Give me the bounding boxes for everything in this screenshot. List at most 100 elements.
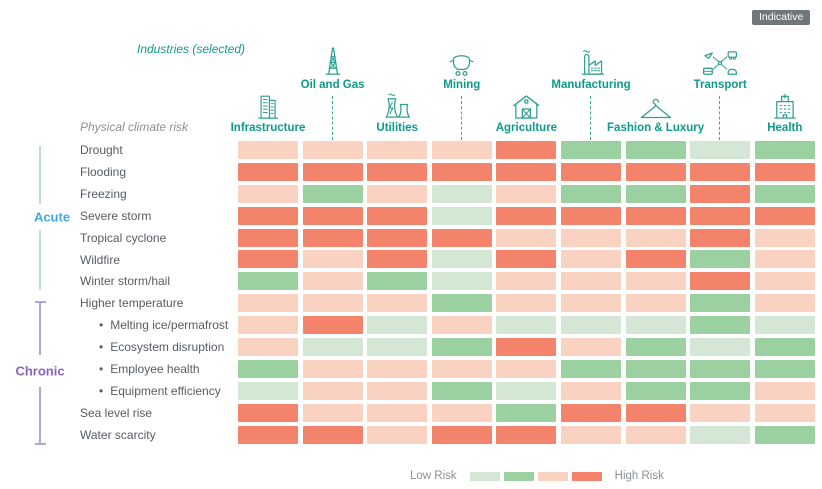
infrastructure-building-icon bbox=[255, 92, 281, 120]
column-header-label: Transport bbox=[693, 79, 747, 91]
risk-cell-equipment-efficiency-transport bbox=[690, 381, 751, 400]
mine-cart-icon bbox=[448, 51, 475, 77]
risk-cell-wildfire-transport bbox=[690, 250, 751, 269]
risk-cell-winter-storm-hail-health bbox=[754, 272, 815, 291]
factory-icon bbox=[576, 48, 606, 77]
legend-swatches bbox=[469, 471, 602, 481]
risk-cell-winter-storm-hail-transport bbox=[690, 272, 751, 291]
risk-cell-higher-temperature-fashion-luxury bbox=[625, 294, 686, 313]
risk-cell-drought-transport bbox=[690, 141, 751, 159]
risk-cell-drought-infrastructure bbox=[238, 141, 298, 159]
risk-cell-freezing-oil-and-gas bbox=[302, 184, 363, 203]
risk-cell-melting-ice-permafrost-utilities bbox=[367, 316, 428, 335]
risk-cell-tropical-cyclone-mining bbox=[431, 228, 492, 247]
risk-cell-drought-utilities bbox=[367, 141, 428, 159]
risk-cell-tropical-cyclone-manufacturing bbox=[560, 228, 621, 247]
risk-cell-melting-ice-permafrost-mining bbox=[431, 316, 492, 335]
column-header-label: Manufacturing bbox=[551, 79, 631, 91]
risk-cell-drought-manufacturing bbox=[560, 141, 621, 159]
risk-cell-employee-health-fashion-luxury bbox=[625, 359, 686, 378]
column-header-health: Health bbox=[767, 85, 802, 134]
group-bracket-cap bbox=[34, 301, 46, 303]
risk-cell-equipment-efficiency-infrastructure bbox=[238, 381, 298, 400]
risk-cell-sea-level-rise-utilities bbox=[367, 403, 428, 422]
risk-cell-employee-health-utilities bbox=[367, 359, 428, 378]
risk-cell-wildfire-utilities bbox=[367, 250, 428, 269]
risk-cell-flooding-agriculture bbox=[496, 162, 557, 181]
column-header-infrastructure: Infrastructure bbox=[230, 85, 306, 134]
row-label-equipment-efficiency: Equipment efficiency bbox=[0, 382, 232, 400]
risk-cell-wildfire-health bbox=[754, 250, 815, 269]
risk-cell-ecosystem-disruption-fashion-luxury bbox=[625, 338, 686, 357]
risk-cell-equipment-efficiency-manufacturing bbox=[560, 381, 621, 400]
risk-cell-wildfire-mining bbox=[431, 250, 492, 269]
column-header-transport: Transport bbox=[694, 40, 747, 91]
column-leader-dashed-line bbox=[331, 96, 333, 140]
risk-cell-water-scarcity-infrastructure bbox=[238, 425, 298, 444]
row-label-sea-level-rise: Sea level rise bbox=[80, 405, 153, 420]
risk-cell-tropical-cyclone-agriculture bbox=[496, 228, 557, 247]
risk-cell-sea-level-rise-infrastructure bbox=[238, 403, 298, 422]
risk-cell-sea-level-rise-mining bbox=[431, 403, 492, 422]
risk-cell-winter-storm-hail-agriculture bbox=[496, 272, 557, 291]
risk-cell-higher-temperature-manufacturing bbox=[560, 294, 621, 313]
risk-cell-drought-mining bbox=[431, 141, 492, 159]
row-label-freezing: Freezing bbox=[80, 186, 127, 201]
risk-cell-higher-temperature-oil-and-gas bbox=[302, 294, 363, 313]
risk-cell-melting-ice-permafrost-agriculture bbox=[496, 316, 557, 335]
risk-cell-water-scarcity-transport bbox=[690, 425, 751, 444]
risk-cell-ecosystem-disruption-utilities bbox=[367, 338, 428, 357]
column-header-label: Fashion & Luxury bbox=[607, 122, 705, 134]
column-header-mining: Mining bbox=[443, 40, 480, 91]
risk-cell-equipment-efficiency-mining bbox=[431, 381, 492, 400]
row-label-ecosystem-disruption: Ecosystem disruption bbox=[0, 338, 232, 356]
risk-cell-drought-fashion-luxury bbox=[625, 141, 686, 159]
risk-cell-drought-health bbox=[754, 141, 815, 159]
risk-cell-wildfire-oil-and-gas bbox=[302, 250, 363, 269]
column-header-label: Oil and Gas bbox=[300, 79, 365, 91]
risk-cell-ecosystem-disruption-infrastructure bbox=[238, 338, 298, 357]
risk-cell-sea-level-rise-manufacturing bbox=[560, 403, 621, 422]
legend-high-label: High Risk bbox=[614, 470, 664, 482]
row-label-drought: Drought bbox=[80, 143, 123, 157]
risk-cell-wildfire-infrastructure bbox=[238, 250, 298, 269]
hospital-icon bbox=[772, 91, 797, 120]
risk-cell-severe-storm-manufacturing bbox=[560, 206, 621, 225]
risk-cell-flooding-fashion-luxury bbox=[625, 162, 686, 181]
risk-cell-tropical-cyclone-health bbox=[754, 228, 815, 247]
risk-cell-higher-temperature-transport bbox=[690, 294, 751, 313]
risk-cell-sea-level-rise-transport bbox=[690, 403, 751, 422]
group-bracket-cap bbox=[34, 443, 46, 445]
risk-cell-higher-temperature-health bbox=[754, 294, 815, 313]
risk-cell-equipment-efficiency-oil-and-gas bbox=[302, 381, 363, 400]
risk-cell-water-scarcity-manufacturing bbox=[560, 425, 621, 444]
risk-legend: Low Risk High Risk bbox=[410, 470, 664, 482]
risk-cell-severe-storm-transport bbox=[690, 206, 751, 225]
risk-cell-flooding-utilities bbox=[367, 162, 428, 181]
risk-cell-equipment-efficiency-health bbox=[754, 381, 815, 400]
column-header-label: Utilities bbox=[376, 122, 418, 134]
risk-cell-employee-health-health bbox=[754, 359, 815, 378]
risk-cell-severe-storm-utilities bbox=[367, 206, 428, 225]
column-header-label: Infrastructure bbox=[230, 122, 306, 134]
risk-cell-melting-ice-permafrost-manufacturing bbox=[560, 316, 621, 335]
risk-cell-severe-storm-fashion-luxury bbox=[625, 206, 686, 225]
risk-cell-tropical-cyclone-fashion-luxury bbox=[625, 228, 686, 247]
risk-cell-flooding-mining bbox=[431, 162, 492, 181]
legend-swatch-level-2 bbox=[503, 471, 534, 481]
risk-cell-severe-storm-infrastructure bbox=[238, 206, 298, 225]
physical-climate-risk-label: Physical climate risk bbox=[80, 120, 189, 134]
risk-cell-equipment-efficiency-utilities bbox=[367, 381, 428, 400]
risk-cell-employee-health-manufacturing bbox=[560, 359, 621, 378]
risk-cell-employee-health-oil-and-gas bbox=[302, 359, 363, 378]
risk-cell-sea-level-rise-oil-and-gas bbox=[302, 403, 363, 422]
column-header-manufacturing: Manufacturing bbox=[551, 40, 631, 91]
legend-low-label: Low Risk bbox=[410, 470, 457, 482]
risk-cell-winter-storm-hail-manufacturing bbox=[560, 272, 621, 291]
risk-cell-higher-temperature-infrastructure bbox=[238, 294, 298, 313]
risk-cell-sea-level-rise-agriculture bbox=[496, 403, 557, 422]
row-label-employee-health: Employee health bbox=[0, 360, 232, 378]
risk-cell-severe-storm-oil-and-gas bbox=[302, 206, 363, 225]
group-bracket-line bbox=[39, 230, 41, 290]
